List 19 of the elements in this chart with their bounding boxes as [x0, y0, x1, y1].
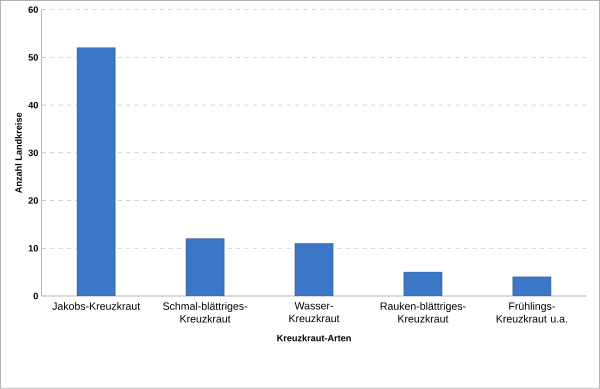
y-tick-label: 0 [34, 292, 38, 300]
bar [294, 243, 334, 296]
y-tick-label: 10 [28, 245, 38, 252]
y-tick-label: 40 [28, 102, 38, 108]
bar [512, 276, 552, 296]
y-axis-title: Anzahl Landkreise [15, 112, 22, 194]
bar [186, 238, 224, 296]
x-axis-title: Kreuzkraut-Arten [277, 334, 351, 342]
y-tick-label: 20 [28, 197, 38, 204]
x-tick-label: Wasser-Kreuzkraut [289, 302, 340, 322]
x-tick-label: Jakobs-Kreuzkraut [52, 302, 140, 310]
y-tick-label: 50 [28, 54, 38, 61]
x-tick-label: Frühlings-Kreuzkraut u.a. [496, 302, 567, 323]
x-tick-label: Schmal-blättriges-Kreuzkraut [163, 302, 248, 323]
y-tick-label: 30 [28, 150, 38, 156]
bar [76, 48, 116, 296]
x-tick-label: Rauken-blättriges-Kreuzkraut [380, 302, 466, 323]
y-tick-label: 60 [28, 6, 38, 14]
bar [404, 272, 442, 296]
